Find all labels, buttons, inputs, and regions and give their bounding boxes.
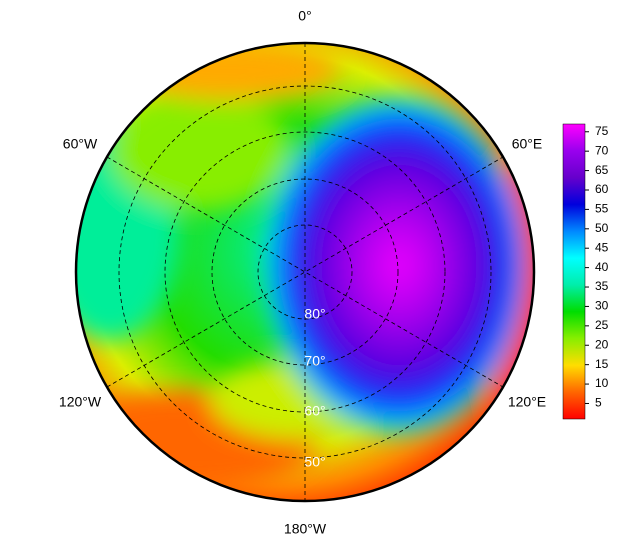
lon-label: 60°W: [63, 136, 98, 152]
lat-label: 50°: [304, 454, 325, 470]
colorbar-tick-label: 50: [595, 221, 609, 235]
colorbar-tick-label: 55: [595, 202, 609, 216]
colorbar-tick-label: 40: [595, 260, 609, 274]
colorbar-tick-label: 35: [595, 279, 609, 293]
colorbar-tick-label: 65: [595, 163, 609, 177]
colorbar-tick-label: 15: [595, 357, 609, 371]
colorbar-tick-label: 60: [595, 182, 609, 196]
lat-label: 70°: [304, 353, 325, 369]
lon-label: 0°: [298, 8, 311, 24]
colorbar-tick-label: 45: [595, 240, 609, 254]
colorbar-tick-label: 5: [595, 396, 602, 410]
lon-label: 120°W: [59, 394, 102, 410]
lat-label: 80°: [304, 306, 325, 322]
lat-label: 60°: [304, 403, 325, 419]
colorbar-tick-label: 10: [595, 376, 609, 390]
lon-label: 60°E: [512, 136, 543, 152]
colorbar-tick-label: 30: [595, 299, 609, 313]
lon-label: 120°E: [508, 394, 546, 410]
colorbar-tick-label: 75: [595, 124, 609, 138]
colorbar-tick-label: 20: [595, 337, 609, 351]
colorbar: [562, 123, 586, 420]
colorbar-tick-label: 25: [595, 318, 609, 332]
ozone-field: [76, 43, 534, 501]
lon-label: 180°W: [284, 521, 327, 537]
graticule: [106, 43, 504, 501]
colorbar-tick-label: 70: [595, 143, 609, 157]
